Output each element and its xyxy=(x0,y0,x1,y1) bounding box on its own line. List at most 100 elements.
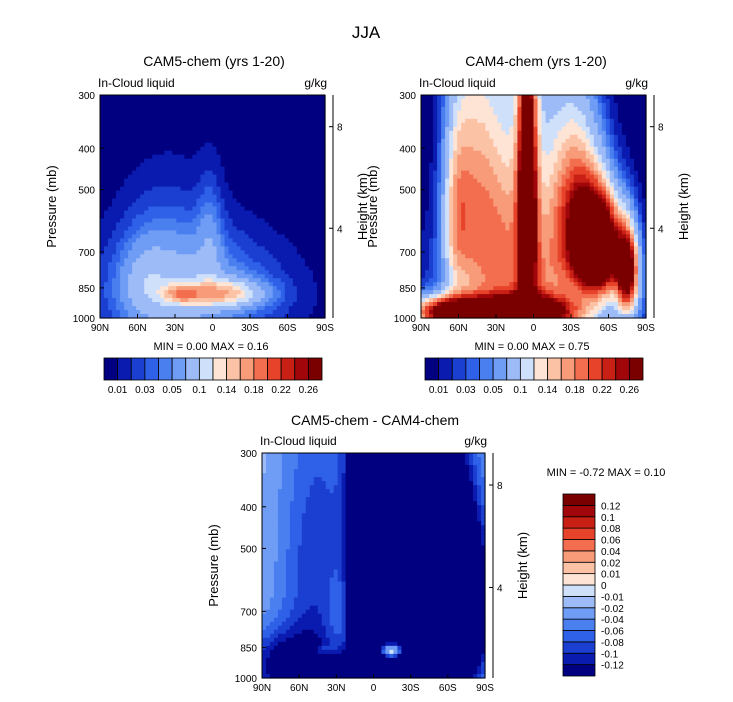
field-cell xyxy=(168,126,173,132)
field-cell xyxy=(108,186,113,192)
field-cell xyxy=(228,226,234,231)
field-cell xyxy=(585,106,591,112)
field-cell xyxy=(585,122,591,128)
field-cell xyxy=(244,166,250,172)
field-cell xyxy=(220,114,226,120)
field-cell xyxy=(296,230,302,235)
field-cell xyxy=(296,186,302,192)
field-cell xyxy=(188,214,194,220)
field-cell xyxy=(284,194,290,200)
field-cell xyxy=(156,190,161,196)
field-cell xyxy=(108,194,113,200)
field-cell xyxy=(308,126,314,132)
field-cell xyxy=(473,162,478,168)
field-cell xyxy=(160,254,165,259)
field-cell xyxy=(485,110,490,116)
field-cell xyxy=(236,278,242,283)
field-cell xyxy=(272,118,278,124)
field-cell xyxy=(517,214,523,220)
field-cell xyxy=(140,246,145,251)
field-cell xyxy=(308,310,314,315)
field-cell xyxy=(517,170,523,176)
field-cell xyxy=(132,126,137,132)
field-cell xyxy=(244,106,250,112)
field-cell xyxy=(256,230,262,235)
field-cell xyxy=(100,122,105,128)
field-cell xyxy=(308,282,314,287)
field-cell xyxy=(561,166,567,172)
contour-field xyxy=(421,95,647,319)
field-cell xyxy=(593,150,599,156)
field-cell xyxy=(132,202,137,208)
field-cell xyxy=(625,158,631,164)
field-cell xyxy=(208,106,214,112)
field-cell xyxy=(116,102,121,108)
field-cell xyxy=(124,258,129,263)
field-cell xyxy=(244,282,250,287)
field-cell xyxy=(140,226,145,231)
field-cell xyxy=(288,126,294,132)
field-cell xyxy=(272,170,278,176)
field-cell xyxy=(437,142,442,148)
field-cell xyxy=(100,118,105,124)
field-cell xyxy=(176,270,181,275)
field-cell xyxy=(172,102,177,108)
field-cell xyxy=(617,178,623,184)
field-cell xyxy=(292,278,298,283)
field-cell xyxy=(196,138,202,144)
field-cell xyxy=(168,310,173,315)
field-cell xyxy=(296,102,302,108)
field-cell xyxy=(312,298,318,303)
field-cell xyxy=(517,114,523,120)
field-cell xyxy=(565,158,571,164)
field-cell xyxy=(308,258,314,263)
field-cell xyxy=(533,182,539,188)
field-cell xyxy=(228,266,234,271)
field-cell xyxy=(589,166,595,172)
field-cell xyxy=(465,106,470,112)
field-cell xyxy=(112,174,117,180)
field-cell xyxy=(228,250,234,255)
field-cell xyxy=(304,250,310,255)
field-cell xyxy=(260,222,266,228)
field-cell xyxy=(232,246,238,251)
field-cell xyxy=(148,162,153,168)
field-cell xyxy=(208,226,214,231)
field-cell xyxy=(120,302,125,307)
field-cell xyxy=(208,118,214,124)
field-cell xyxy=(453,110,458,116)
field-cell xyxy=(124,246,129,251)
field-cell xyxy=(196,158,202,164)
field-cell xyxy=(625,154,631,160)
field-cell xyxy=(144,230,149,235)
field-cell xyxy=(425,110,430,116)
field-cell xyxy=(473,186,478,192)
field-cell xyxy=(509,162,515,168)
field-cell xyxy=(128,238,133,243)
field-cell xyxy=(256,270,262,275)
field-cell xyxy=(232,106,238,112)
field-cell xyxy=(256,142,262,148)
field-cell xyxy=(573,102,579,108)
field-cell xyxy=(525,106,531,112)
field-cell xyxy=(449,102,454,108)
field-cell xyxy=(497,178,502,184)
field-cell xyxy=(148,302,153,307)
field-cell xyxy=(577,178,583,184)
field-cell xyxy=(561,118,567,124)
field-cell xyxy=(581,122,587,128)
field-cell xyxy=(633,98,639,104)
field-cell xyxy=(140,262,145,267)
field-cell xyxy=(545,114,551,120)
field-cell xyxy=(204,138,210,144)
field-cell xyxy=(453,170,458,176)
field-cell xyxy=(152,106,157,112)
field-cell xyxy=(228,270,234,275)
field-cell xyxy=(449,202,454,208)
field-cell xyxy=(449,166,454,172)
field-cell xyxy=(256,314,262,319)
field-cell xyxy=(164,234,169,239)
field-cell xyxy=(421,182,426,188)
field-cell xyxy=(244,254,250,259)
field-cell xyxy=(124,278,129,283)
